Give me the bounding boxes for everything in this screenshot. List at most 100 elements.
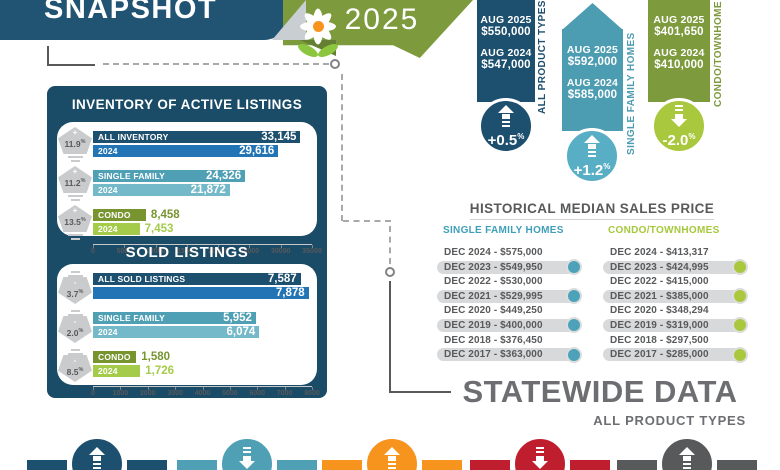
bar-value: 8,458	[150, 208, 180, 221]
statewide-subtitle: ALL PRODUCT TYPES	[593, 413, 746, 428]
connector-dashed-horizontal-top	[103, 63, 329, 65]
bar-row: ALL INVENTORY 33,145	[93, 130, 312, 143]
axis-tick-label: 7000	[276, 390, 293, 397]
axis-tick-label: 0	[91, 248, 95, 255]
historical-row: DEC 2017 - $285,000	[603, 346, 748, 363]
period-label: AUG 2024	[480, 47, 532, 59]
change-badge-up-icon: +11.9%	[58, 127, 92, 162]
data-bar: CONDO	[93, 350, 137, 363]
bar-row: 2024 1,726	[93, 364, 312, 377]
price-value: $410,000	[654, 59, 704, 71]
change-badge-cell: +11.2%	[57, 166, 93, 201]
statewide-title: STATEWIDE DATA	[462, 374, 738, 409]
up-arrow-icon	[89, 447, 105, 469]
historical-row-label: DEC 2022 - $415,000	[610, 276, 709, 288]
price-column-single-family-arrow-top	[562, 3, 623, 30]
period-label: AUG 2025	[653, 14, 705, 26]
historical-row: DEC 2022 - $530,000	[437, 275, 580, 288]
bar-row: ALL SOLD LISTINGS 7,587	[93, 272, 312, 285]
axis-tick	[186, 245, 188, 248]
change-badge-cell: -3.7%	[57, 269, 93, 304]
sold-chart-axis: 0 1000 2000 3000 4000 5000 6000 7000 8000	[91, 386, 320, 399]
axis-tick-label: 2000	[139, 390, 156, 397]
chart-bars: ALL SOLD LISTINGS 7,587 7,878	[93, 272, 317, 301]
historical-column-header-single-family: SINGLE FAMILY HOMES	[443, 225, 564, 236]
down-arrow-icon	[671, 104, 687, 127]
connector-bracket-horizontal	[47, 64, 95, 66]
connector-bracket-vertical	[47, 46, 49, 66]
axis-tick	[218, 245, 220, 248]
axis-tick	[93, 245, 94, 248]
axis-tick-label: 15000	[177, 248, 197, 255]
bar-label: ALL SOLD LISTINGS	[98, 273, 186, 284]
highlight-dot-icon	[732, 317, 748, 334]
historical-row-label: DEC 2019 - $400,000	[444, 320, 543, 332]
axis-tick	[312, 245, 313, 248]
axis-tick	[147, 387, 149, 390]
historical-list-single-family: DEC 2024 - $575,000 DEC 2023 - $549,950 DE…	[437, 246, 582, 363]
listings-panel: INVENTORY OF ACTIVE LISTINGS +11.9% ALL I…	[47, 86, 327, 398]
axis-tick-label: 5000	[222, 390, 238, 397]
bar-row: SINGLE FAMILY 5,952	[93, 311, 312, 324]
axis-tick	[284, 387, 286, 390]
axis-tick-label: 5000	[116, 248, 133, 255]
price-column-condo-townhome-values: AUG 2025 $401,650 AUG 2024 $410,000	[648, 14, 710, 80]
period-label: AUG 2025	[566, 44, 619, 56]
bar-value: 7,587	[267, 272, 297, 285]
sold-chart-card: -3.7% ALL SOLD LISTINGS 7,587 7,878 -2.0% SIN…	[57, 264, 320, 397]
ribbon-change-circle	[659, 436, 715, 470]
bar-label: 2024	[98, 223, 118, 234]
change-badge-cell: -2.0%	[57, 308, 93, 343]
historical-row: DEC 2018 - $376,450	[437, 334, 580, 347]
axis-tick-label: 8000	[304, 390, 320, 397]
change-badge-cell: -8.5%	[57, 347, 93, 382]
ribbon-bar	[717, 460, 757, 470]
historical-row: DEC 2017 - $363,000	[437, 346, 582, 363]
price-column-single-family	[562, 29, 623, 131]
change-circle-all-product-types: +0.5%	[478, 98, 534, 154]
axis-tick	[229, 387, 231, 390]
ribbon-bar	[570, 460, 610, 470]
page-title: SNAPSHOT	[44, 0, 218, 25]
bar-label: 2024	[98, 184, 118, 195]
inventory-chart-card: +11.9% ALL INVENTORY 33,145 2024 29,616 +11.2…	[57, 122, 322, 255]
axis-tick-label: 35000	[302, 248, 322, 255]
connector-solid-horizontal	[389, 391, 451, 393]
change-badge-cell: +13.5%	[57, 205, 93, 240]
header-band	[0, 0, 288, 40]
data-bar: ALL INVENTORY 33,145	[93, 130, 301, 143]
axis-tick-label: 10000	[145, 248, 166, 255]
up-arrow-icon	[384, 447, 400, 469]
bar-label: 2024	[98, 326, 118, 337]
bar-value: 5,952	[223, 311, 252, 324]
highlight-dot-icon	[566, 259, 582, 276]
axis-tick-label: 4000	[194, 390, 211, 397]
ribbon-bar	[617, 460, 657, 470]
change-badge-down-icon: -2.0%	[58, 308, 92, 343]
axis-tick	[124, 245, 126, 248]
bar-value: 7,878	[275, 286, 305, 299]
daisy-flower-icon	[296, 2, 340, 60]
bar-row: 2024 6,074	[93, 325, 312, 338]
connector-dashed-vertical-1	[341, 74, 343, 221]
down-arrow-icon	[532, 447, 548, 469]
bar-value: 6,074	[226, 325, 256, 338]
year-label: 2025	[344, 3, 420, 36]
ribbon-change-circle	[364, 436, 420, 470]
inventory-chart-axis: 0 5000 10000 15000 20000 25000 30000 35000	[91, 244, 322, 257]
bar-row: 2024 21,872	[93, 183, 312, 196]
historical-row: DEC 2024 - $575,000	[437, 246, 580, 259]
connector-solid-vertical	[389, 281, 391, 393]
historical-row-label: DEC 2018 - $376,450	[444, 334, 543, 346]
ribbon-change-circle	[512, 436, 568, 470]
price-value: $550,000	[481, 26, 531, 38]
change-badge-down-icon: -8.5%	[58, 347, 92, 382]
ribbon-bar	[322, 460, 362, 470]
axis-tick-label: 1000	[112, 390, 129, 397]
down-arrow-icon	[239, 447, 255, 469]
historical-row-label: DEC 2017 - $285,000	[610, 349, 709, 361]
ribbon-change-circle	[219, 436, 275, 470]
inventory-chart-body: +11.9% ALL INVENTORY 33,145 2024 29,616 +11.2…	[57, 127, 317, 240]
historical-row-label: DEC 2017 - $363,000	[444, 349, 543, 361]
axis-tick-label: 6000	[249, 390, 266, 397]
